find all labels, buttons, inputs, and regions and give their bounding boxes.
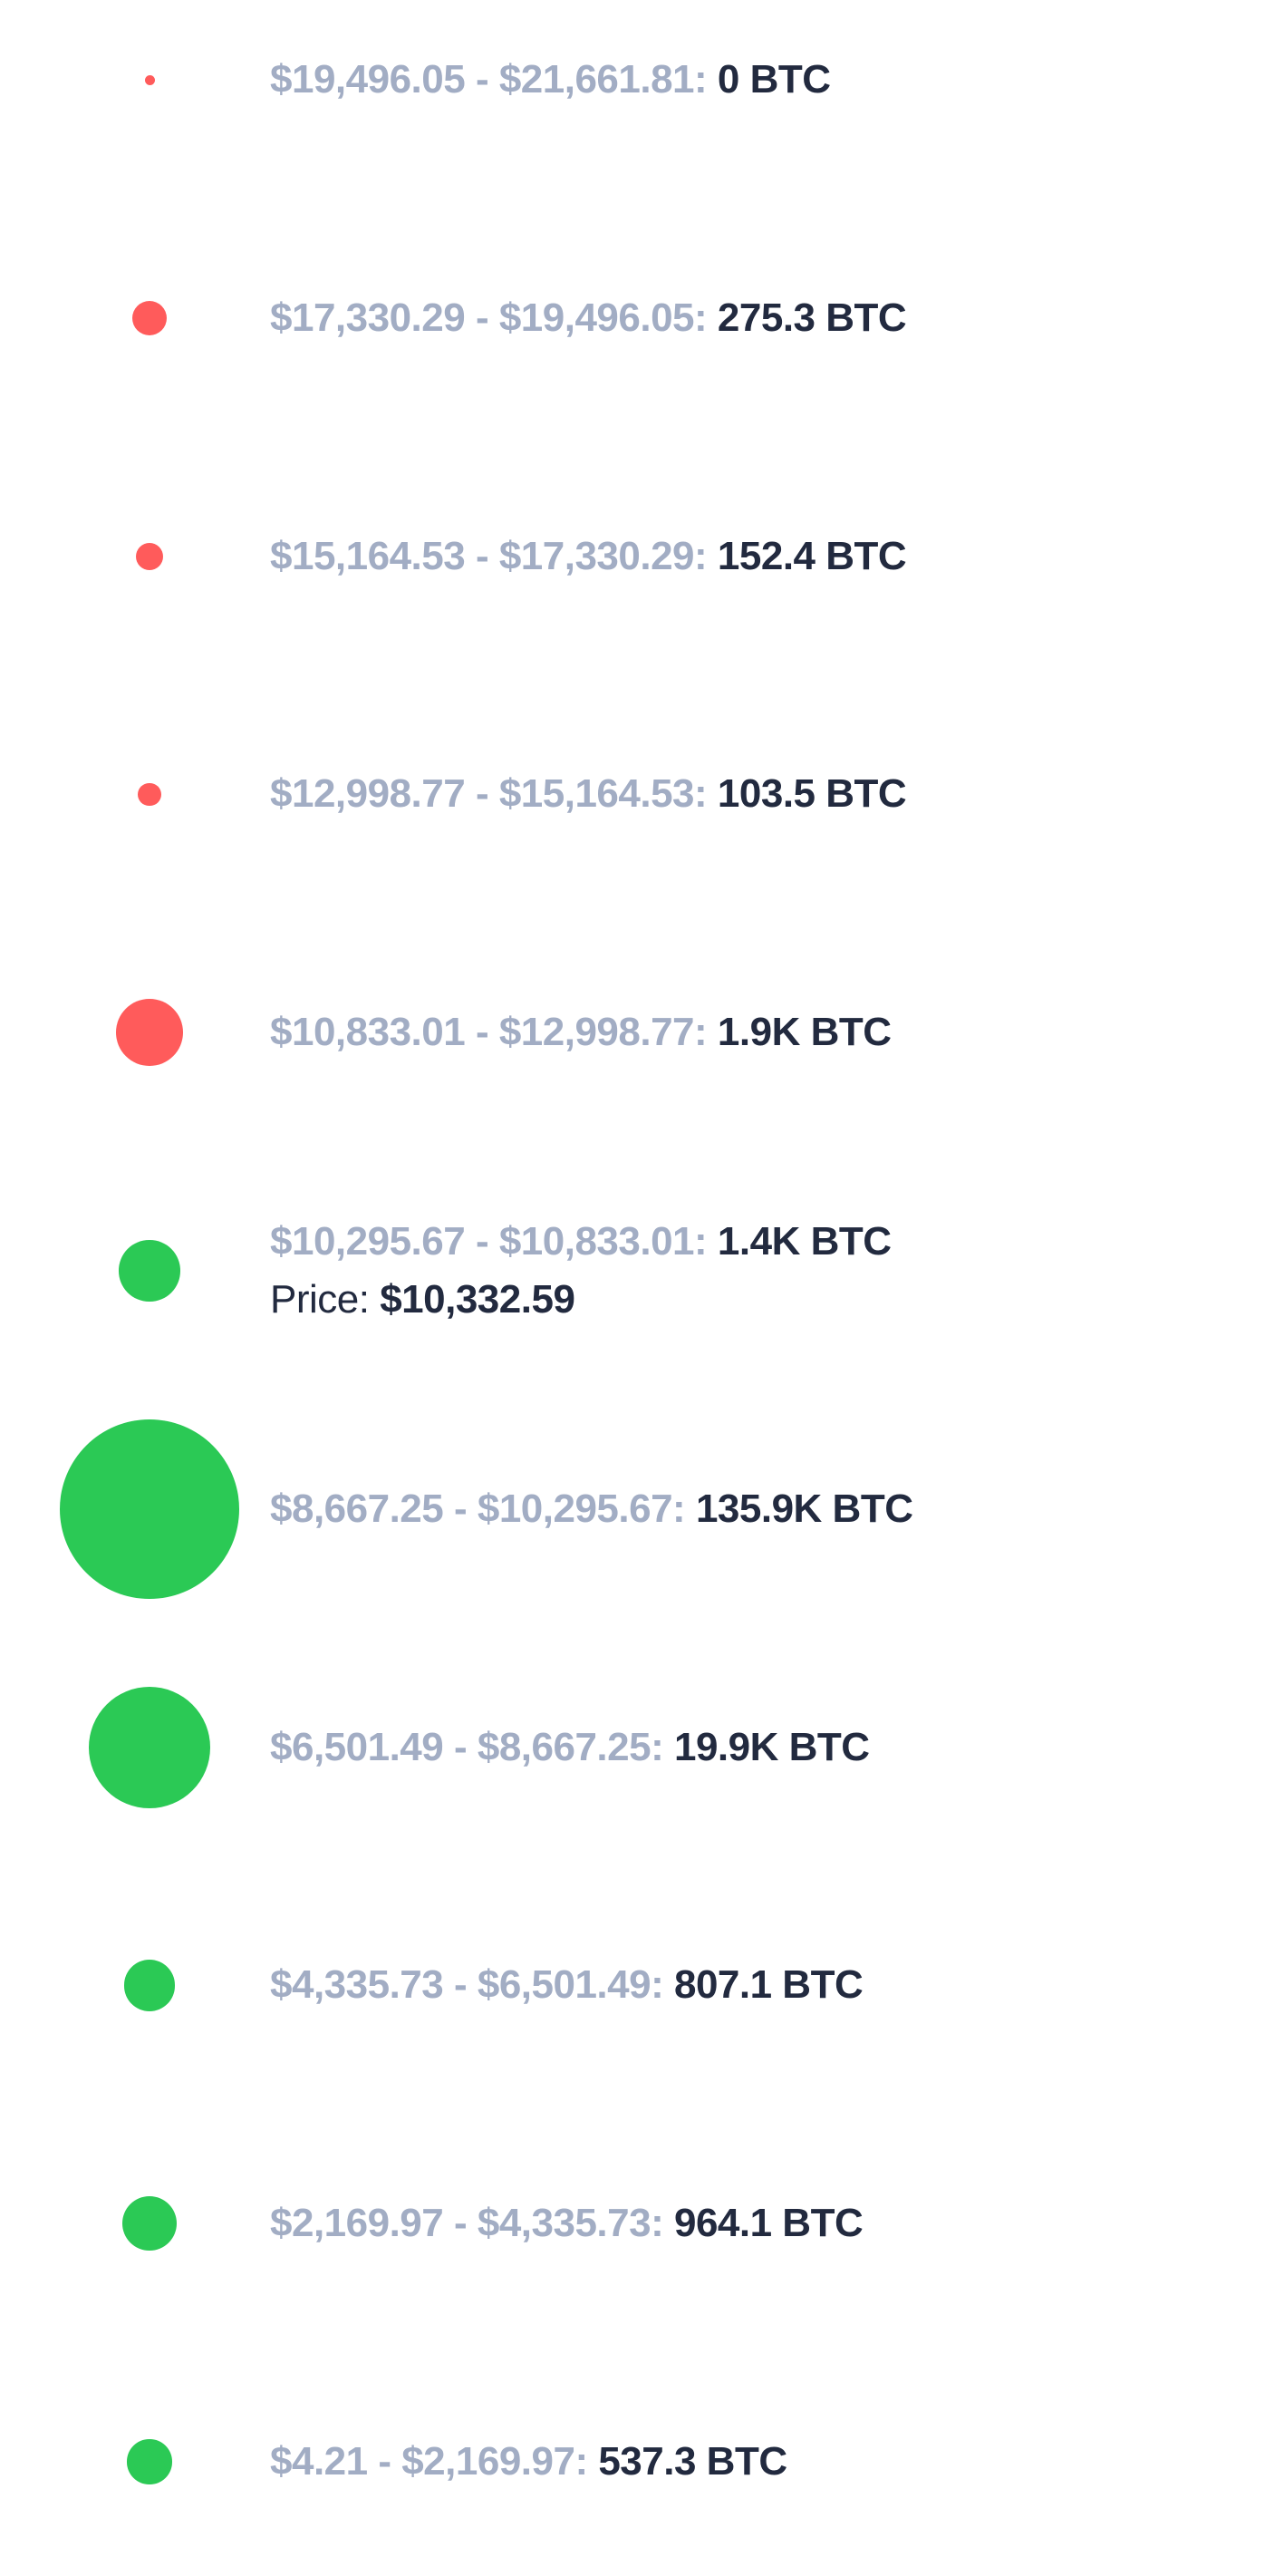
price-range-volume: 152.4 BTC [707, 533, 907, 578]
price-range-label: $15,164.53 - $17,330.29: 152.4 BTC [270, 533, 907, 580]
buy-volume-bubble [123, 1960, 176, 2011]
buy-volume-bubble [60, 1419, 239, 1599]
sell-volume-bubble [116, 999, 183, 1067]
price-range-label: $17,330.29 - $19,496.05: 275.3 BTC [270, 295, 907, 342]
price-range-bounds: $4.21 - $2,169.97: [270, 2439, 588, 2484]
current-price-value: $10,332.59 [380, 1277, 575, 1322]
price-range-bounds: $17,330.29 - $19,496.05: [270, 295, 708, 340]
buy-volume-bubble [121, 2196, 178, 2252]
sell-volume-bubble [131, 300, 168, 336]
price-range-bounds: $6,501.49 - $8,667.25: [270, 1724, 664, 1769]
price-range-volume: 19.9K BTC [663, 1724, 870, 1769]
price-range-bounds: $15,164.53 - $17,330.29: [270, 533, 708, 578]
price-range-volume: 275.3 BTC [707, 295, 907, 340]
price-range-bounds: $4,335.73 - $6,501.49: [270, 1962, 664, 2008]
price-range-volume: 1.9K BTC [707, 1010, 892, 1055]
price-range-bounds: $10,833.01 - $12,998.77: [270, 1010, 708, 1055]
price-range-bounds: $8,667.25 - $10,295.67: [270, 1486, 686, 1531]
price-range-volume: 537.3 BTC [587, 2439, 787, 2484]
current-price-caption: Price: [270, 1277, 381, 1322]
current-price-label: Price: $10,332.59 [270, 1276, 575, 1323]
price-range-volume: 0 BTC [707, 57, 831, 102]
price-range-volume: 135.9K BTC [685, 1486, 913, 1531]
price-range-label: $19,496.05 - $21,661.81: 0 BTC [270, 56, 831, 103]
sell-volume-bubble [138, 782, 161, 807]
sell-volume-bubble [144, 74, 155, 85]
buy-volume-bubble [89, 1686, 211, 1808]
price-range-label: $4.21 - $2,169.97: 537.3 BTC [270, 2438, 787, 2485]
price-range-label: $2,169.97 - $4,335.73: 964.1 BTC [270, 2200, 864, 2247]
price-range-bounds: $12,998.77 - $15,164.53: [270, 771, 708, 817]
price-range-bounds: $10,295.67 - $10,833.01: [270, 1219, 708, 1264]
price-range-bounds: $19,496.05 - $21,661.81: [270, 57, 708, 102]
price-range-volume: 103.5 BTC [707, 771, 907, 817]
buy-volume-bubble [119, 1240, 180, 1302]
sell-volume-bubble [135, 542, 164, 570]
price-range-label: $10,295.67 - $10,833.01: 1.4K BTC [270, 1218, 892, 1265]
price-range-volume: 964.1 BTC [663, 2201, 864, 2246]
price-range-label: $8,667.25 - $10,295.67: 135.9K BTC [270, 1486, 913, 1533]
buy-volume-bubble [127, 2439, 172, 2484]
price-range-bounds: $2,169.97 - $4,335.73: [270, 2201, 664, 2246]
price-range-volume: 1.4K BTC [707, 1219, 892, 1264]
price-range-label: $12,998.77 - $15,164.53: 103.5 BTC [270, 770, 907, 818]
price-range-label: $6,501.49 - $8,667.25: 19.9K BTC [270, 1724, 870, 1771]
price-range-label: $4,335.73 - $6,501.49: 807.1 BTC [270, 1961, 864, 2009]
price-range-label: $10,833.01 - $12,998.77: 1.9K BTC [270, 1009, 892, 1056]
price-range-volume: 807.1 BTC [663, 1962, 864, 2008]
